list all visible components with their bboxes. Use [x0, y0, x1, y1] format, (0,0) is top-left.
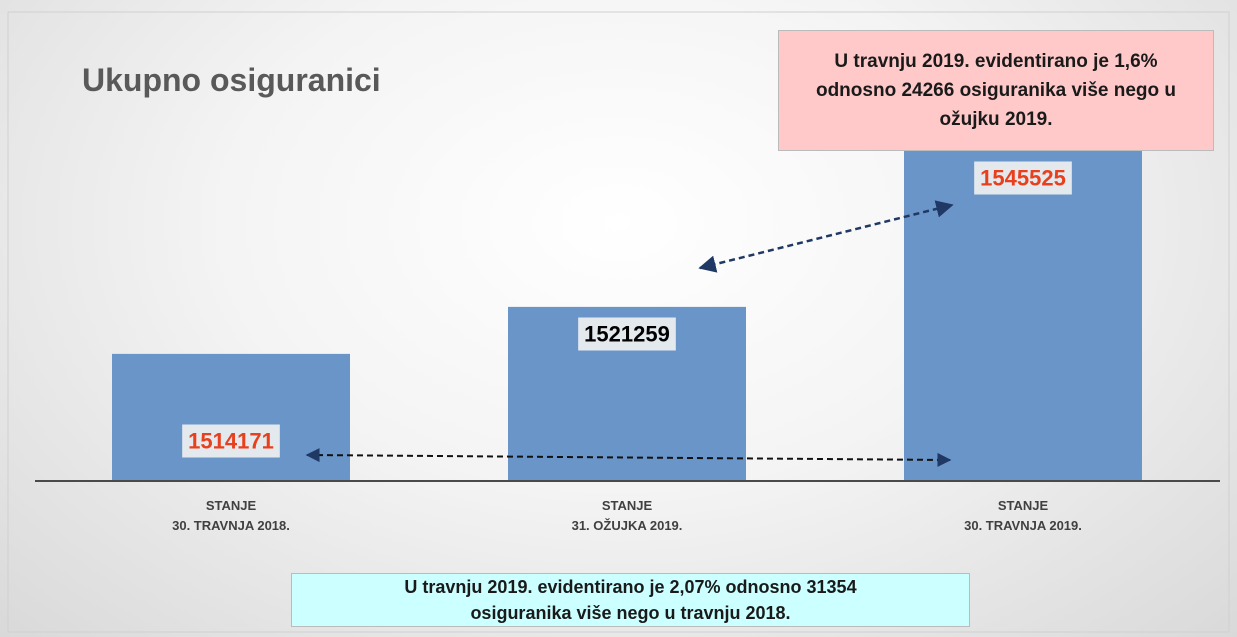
x-tick-label: STANJE 31. OŽUJKA 2019.	[571, 498, 683, 533]
data-label: 1521259	[584, 322, 670, 347]
bars: 1514171 1521259 1545525	[112, 145, 1142, 481]
arrow	[698, 200, 954, 273]
x-tick-label: STANJE 30. TRAVNJA 2019.	[964, 498, 1082, 533]
frame	[7, 11, 1230, 633]
data-label-bg	[578, 317, 676, 351]
data-label: 1514171	[188, 429, 274, 454]
data-label: 1545525	[980, 166, 1066, 191]
annotation: U travnju 2019. evidentirano je 1,6% odn…	[778, 30, 1214, 151]
bar	[904, 145, 1142, 481]
chart-title: Ukupno osiguranici	[82, 62, 381, 98]
annotation: U travnju 2019. evidentirano je 2,07% od…	[291, 573, 970, 627]
data-label-bg	[974, 161, 1072, 195]
bar	[112, 353, 350, 481]
x-tick-label: STANJE 30. TRAVNJA 2018.	[172, 498, 290, 533]
arrow	[305, 448, 952, 467]
data-label-bg	[182, 424, 280, 458]
